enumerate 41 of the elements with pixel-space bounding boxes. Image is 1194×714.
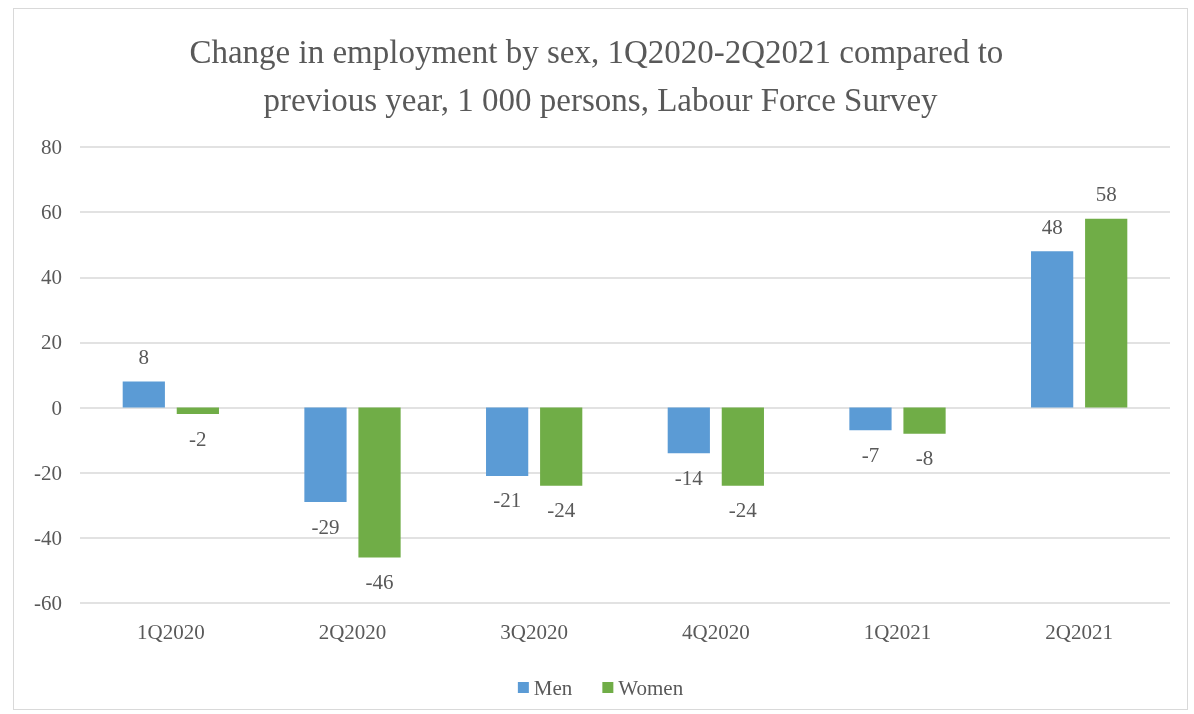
bar	[903, 407, 946, 434]
data-label: -8	[915, 446, 934, 471]
bar	[849, 407, 892, 431]
legend-label: Men	[533, 675, 573, 700]
bar	[1031, 251, 1074, 408]
bar	[304, 407, 347, 503]
data-label: -7	[861, 442, 880, 467]
bar	[667, 407, 710, 454]
data-label: 8	[138, 345, 150, 370]
data-label: -24	[728, 498, 758, 523]
legend-label: Women	[618, 675, 684, 700]
x-tick-label: 4Q2020	[682, 619, 750, 644]
bar	[176, 407, 219, 415]
y-tick-label: 60	[41, 200, 62, 225]
data-label: -21	[493, 488, 522, 513]
data-label: -14	[674, 465, 704, 490]
y-tick-label: 0	[51, 395, 62, 420]
data-label: 58	[1095, 182, 1117, 207]
y-tick-label: -20	[34, 460, 62, 485]
bar	[721, 407, 764, 486]
x-tick-label: 3Q2020	[500, 619, 568, 644]
bar	[540, 407, 583, 486]
y-tick-label: 20	[41, 330, 62, 355]
x-tick-label: 1Q2021	[863, 619, 932, 644]
y-tick-label: 80	[41, 135, 62, 159]
x-tick-label: 2Q2020	[318, 619, 387, 644]
y-tick-label: -40	[34, 525, 62, 550]
chart-title: Change in employment by sex, 1Q2020-2Q2021 compared to previous year, 1 000 persons, Labour Force Survey	[189, 34, 1012, 118]
bar	[1085, 218, 1128, 408]
data-label: -24	[547, 498, 576, 523]
bar	[122, 381, 165, 408]
y-tick-label: -60	[34, 591, 62, 615]
data-label: -2	[189, 426, 207, 451]
data-label: 48	[1041, 214, 1063, 239]
y-tick-label: 40	[41, 265, 62, 290]
x-tick-label: 2Q2021	[1045, 619, 1113, 644]
bar	[486, 407, 529, 476]
data-label: -29	[311, 514, 340, 539]
bar	[358, 407, 401, 558]
data-label: -46	[365, 569, 394, 594]
x-tick-label: 1Q2020	[137, 619, 205, 644]
